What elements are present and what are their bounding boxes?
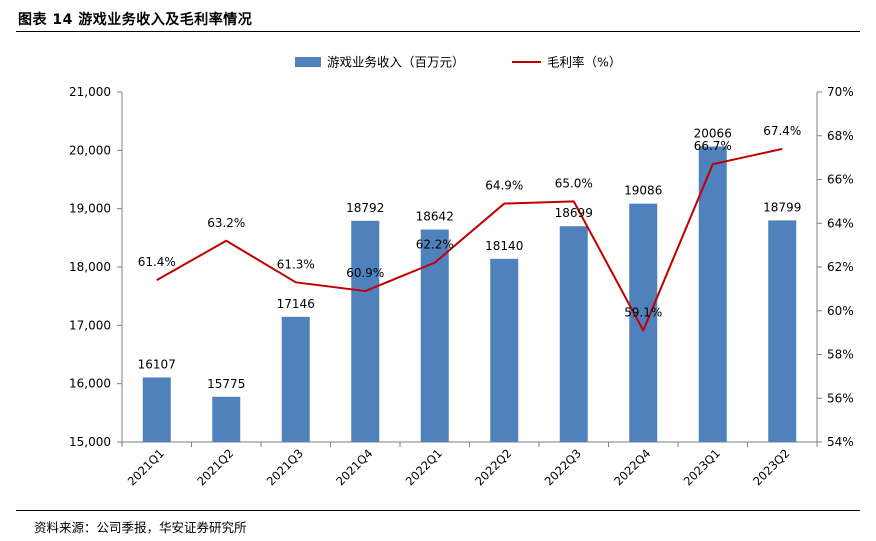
revenue-bar — [212, 396, 241, 442]
y-left-tick-label: 15,000 — [69, 435, 111, 449]
legend: 游戏业务收入（百万元） 毛利率（%） — [295, 55, 621, 70]
y-right-tick-label: 60% — [827, 304, 854, 318]
margin-data-label: 60.9% — [346, 266, 384, 280]
revenue-data-label: 18699 — [555, 206, 593, 220]
revenue-data-label: 15775 — [207, 377, 245, 391]
axes: 15,000 16,000 17,000 18,000 19,000 20,000 21,0… — [69, 85, 854, 488]
revenue-bar — [142, 377, 171, 442]
revenue-data-label: 17146 — [277, 297, 315, 311]
x-tick-label: 2021Q1 — [125, 446, 167, 488]
revenue-bar — [698, 146, 727, 442]
margin-data-label: 67.4% — [763, 124, 801, 138]
x-tick-label: 2021Q4 — [333, 446, 375, 488]
revenue-data-label: 18642 — [416, 210, 454, 224]
line-series — [156, 147, 783, 332]
y-right-tick-label: 70% — [827, 85, 854, 99]
revenue-data-label: 18799 — [763, 200, 801, 214]
margin-data-label: 61.3% — [277, 257, 315, 271]
margin-data-label: 65.0% — [555, 176, 593, 190]
margin-data-label: 59.1% — [624, 305, 662, 319]
revenue-bar — [281, 316, 310, 442]
y-left-tick-label: 19,000 — [69, 202, 111, 216]
revenue-bar — [629, 203, 658, 442]
x-tick-label: 2021Q2 — [194, 446, 236, 488]
y-right-tick-label: 66% — [827, 173, 854, 187]
x-tick-label: 2022Q2 — [472, 446, 514, 488]
revenue-data-label: 18792 — [346, 201, 384, 215]
legend-bar-swatch — [295, 57, 321, 67]
revenue-bar — [559, 226, 588, 442]
y-right-tick-label: 56% — [827, 391, 854, 405]
revenue-data-label: 16107 — [138, 357, 176, 371]
data-labels: 16107 15775 17146 18792 18642 18140 18699 19086… — [138, 124, 802, 391]
margin-data-label: 62.2% — [416, 238, 454, 252]
source-note: 资料来源：公司季报，华安证券研究所 — [34, 520, 247, 535]
y-right-tick-label: 58% — [827, 348, 854, 362]
y-left-tick-label: 17,000 — [69, 318, 111, 332]
y-right-tick-label: 68% — [827, 129, 854, 143]
figure-title: 图表 14 游戏业务收入及毛利率情况 — [18, 12, 253, 28]
y-left-tick-label: 18,000 — [69, 260, 111, 274]
revenue-data-label: 20066 — [694, 126, 732, 140]
x-tick-label: 2022Q1 — [403, 446, 445, 488]
legend-bar-label: 游戏业务收入（百万元） — [327, 55, 465, 70]
bar-series — [142, 146, 797, 442]
margin-data-label: 64.9% — [485, 179, 523, 193]
gross-margin-line — [156, 147, 783, 332]
x-tick-label: 2021Q3 — [264, 446, 306, 488]
x-tick-label: 2022Q4 — [611, 446, 653, 488]
y-left-tick-label: 21,000 — [69, 85, 111, 99]
x-tick-label: 2023Q1 — [681, 446, 723, 488]
revenue-data-label: 19086 — [624, 184, 662, 198]
y-left-tick-label: 20,000 — [69, 143, 111, 157]
x-tick-label: 2023Q2 — [750, 446, 792, 488]
y-right-tick-label: 62% — [827, 260, 854, 274]
revenue-data-label: 18140 — [485, 239, 523, 253]
y-left-tick-label: 16,000 — [69, 377, 111, 391]
title-rule — [16, 31, 860, 32]
margin-data-label: 66.7% — [694, 139, 732, 153]
margin-data-label: 63.2% — [207, 216, 245, 230]
margin-data-label: 61.4% — [138, 255, 176, 269]
y-right-tick-label: 64% — [827, 216, 854, 230]
source-rule — [16, 510, 860, 511]
legend-line-label: 毛利率（%） — [547, 55, 621, 70]
x-tick-label: 2022Q3 — [542, 446, 584, 488]
revenue-bar — [490, 258, 519, 442]
revenue-bar — [351, 220, 380, 442]
revenue-bar — [768, 220, 797, 442]
revenue-bar — [420, 229, 449, 442]
y-right-tick-label: 54% — [827, 435, 854, 449]
